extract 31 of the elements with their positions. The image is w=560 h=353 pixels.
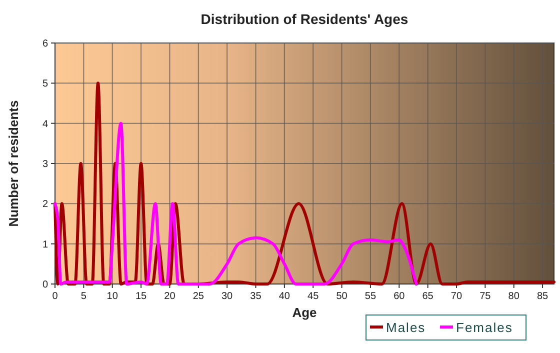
y-axis-title: Number of residents xyxy=(6,100,21,227)
x-axis-title: Age xyxy=(292,305,317,320)
x-tick-label: 0 xyxy=(52,291,58,302)
x-tick-label: 65 xyxy=(422,291,434,302)
y-tick-label: 1 xyxy=(42,239,48,250)
chart-title: Distribution of Residents' Ages xyxy=(200,11,408,27)
x-tick-label: 20 xyxy=(164,291,176,302)
x-tick-label: 60 xyxy=(394,291,406,302)
y-tick-label: 2 xyxy=(42,199,48,210)
x-tick-label: 70 xyxy=(450,291,462,302)
x-tick-label: 50 xyxy=(336,291,348,302)
x-tick-label: 35 xyxy=(250,291,262,302)
line-series xyxy=(54,122,418,286)
y-tick-label: 0 xyxy=(42,280,48,290)
y-tick-label: 4 xyxy=(42,118,48,130)
x-tick-label: 5 xyxy=(80,291,87,302)
y-tick-label: 6 xyxy=(42,38,48,50)
x-tick-label: 85 xyxy=(536,291,549,302)
x-tick-label: 45 xyxy=(308,291,320,302)
legend-label: Females xyxy=(456,320,513,335)
x-tick-label: 15 xyxy=(135,291,148,302)
legend-label: Males xyxy=(386,320,426,335)
x-tick-label: 55 xyxy=(364,291,376,302)
x-tick-label: 30 xyxy=(222,291,234,302)
x-tick-label: 80 xyxy=(508,291,520,302)
x-tick-label: 75 xyxy=(480,291,492,302)
x-tick-label: 40 xyxy=(278,291,290,302)
x-tick-label: 10 xyxy=(106,291,118,302)
x-tick-label: 25 xyxy=(192,291,204,302)
y-tick-label: 5 xyxy=(42,78,48,90)
y-tick-label: 3 xyxy=(42,159,48,170)
